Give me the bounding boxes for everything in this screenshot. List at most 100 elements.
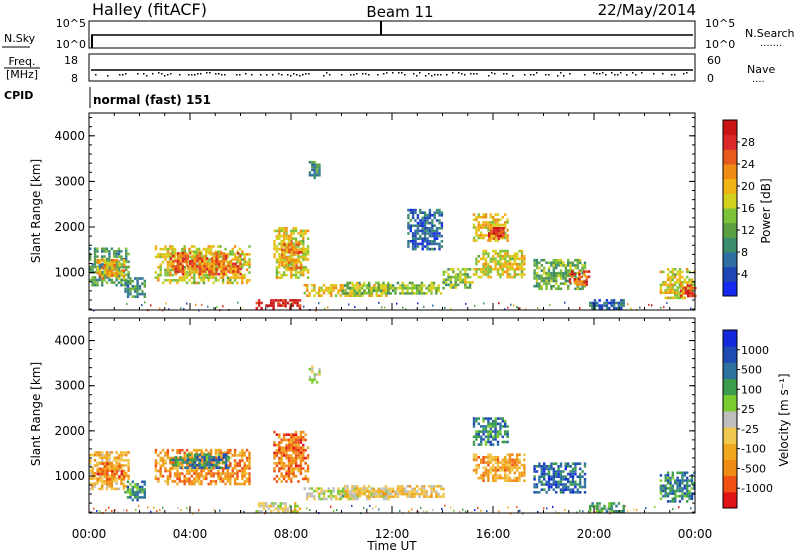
velocity-cell bbox=[489, 430, 492, 433]
power-cell bbox=[297, 240, 301, 244]
power-cell bbox=[222, 252, 225, 255]
power-cell bbox=[502, 229, 505, 233]
power-cell bbox=[416, 245, 420, 248]
power-cell bbox=[482, 257, 485, 261]
power-cell bbox=[275, 266, 279, 269]
velocity-cell bbox=[325, 497, 328, 501]
power-cell bbox=[185, 263, 189, 266]
velocity-cell bbox=[98, 474, 101, 478]
velocity-cell bbox=[596, 507, 599, 510]
velocity-cell bbox=[354, 497, 357, 501]
power-cell bbox=[419, 229, 422, 233]
velocity-cell bbox=[205, 461, 209, 464]
velocity-cell bbox=[224, 451, 227, 455]
nave-dot bbox=[272, 74, 274, 76]
power-cell bbox=[127, 265, 130, 269]
power-cell bbox=[91, 283, 94, 287]
power-cell bbox=[387, 292, 390, 295]
power-cell bbox=[501, 265, 504, 268]
velocity-cell bbox=[475, 432, 478, 436]
power-cell bbox=[346, 286, 349, 290]
power-cell bbox=[161, 247, 165, 251]
power-cell bbox=[418, 284, 421, 287]
power-cell bbox=[355, 284, 359, 287]
velocity-cell bbox=[233, 477, 237, 481]
velocity-cell bbox=[241, 451, 244, 455]
power-cell bbox=[394, 292, 397, 295]
velocity-cell bbox=[159, 508, 161, 511]
power-cell bbox=[205, 247, 208, 251]
power-cell bbox=[311, 160, 314, 164]
power-cell bbox=[497, 232, 500, 235]
power-cell bbox=[421, 229, 424, 233]
power-cell bbox=[547, 269, 551, 272]
power-cell bbox=[178, 279, 182, 282]
power-cell bbox=[233, 253, 237, 256]
power-cell bbox=[292, 253, 296, 257]
velocity-cell bbox=[486, 510, 488, 513]
velocity-cell bbox=[669, 487, 672, 490]
velocity-cell bbox=[287, 449, 291, 452]
velocity-cell bbox=[370, 487, 373, 491]
velocity-cell bbox=[154, 477, 158, 481]
velocity-cell bbox=[174, 458, 177, 462]
velocity-cell bbox=[494, 425, 497, 428]
power-cell bbox=[648, 303, 650, 306]
velocity-cell bbox=[243, 510, 245, 513]
velocity-cell bbox=[508, 469, 512, 472]
velocity-cell bbox=[287, 433, 291, 436]
power-cell bbox=[464, 281, 467, 284]
power-cell bbox=[480, 257, 483, 261]
velocity-cell bbox=[683, 484, 686, 488]
power-cell bbox=[421, 240, 424, 243]
power-cell bbox=[659, 291, 663, 294]
power-cell bbox=[535, 261, 539, 265]
velocity-cell bbox=[501, 425, 504, 428]
power-cell bbox=[346, 294, 350, 297]
power-cell bbox=[416, 216, 420, 220]
velocity-cell bbox=[294, 504, 297, 508]
velocity-cell bbox=[294, 454, 298, 457]
velocity-cell bbox=[215, 458, 218, 462]
velocity-cell bbox=[172, 458, 175, 462]
power-cell bbox=[169, 257, 173, 260]
power-cell bbox=[426, 216, 429, 220]
power-cell bbox=[414, 211, 417, 214]
velocity-cell bbox=[378, 508, 380, 511]
power-cell bbox=[508, 260, 512, 263]
power-cell bbox=[282, 260, 286, 264]
power-cell bbox=[117, 247, 121, 251]
velocity-cell bbox=[482, 471, 485, 475]
power-cell bbox=[533, 261, 536, 265]
velocity-cell bbox=[176, 472, 179, 475]
nave-dot bbox=[488, 75, 490, 77]
velocity-cell bbox=[492, 463, 495, 467]
velocity-cell bbox=[645, 507, 647, 510]
power-cell bbox=[459, 270, 462, 274]
power-cell bbox=[200, 250, 203, 253]
power-cell bbox=[285, 237, 288, 240]
power-cell bbox=[220, 267, 223, 271]
velocity-cell bbox=[330, 492, 333, 496]
velocity-cell bbox=[287, 462, 291, 465]
power-cell bbox=[101, 277, 104, 280]
velocity-cell bbox=[299, 436, 303, 439]
nave-dot bbox=[458, 72, 460, 74]
power-cell bbox=[189, 252, 192, 255]
power-cell bbox=[248, 271, 251, 274]
velocity-cell bbox=[105, 485, 109, 488]
nave-dot bbox=[617, 74, 619, 76]
velocity-cell bbox=[557, 483, 560, 486]
velocity-cell bbox=[367, 492, 371, 496]
power-cell bbox=[330, 286, 333, 290]
power-cell bbox=[227, 270, 230, 273]
power-cell bbox=[183, 276, 186, 279]
cpid-label: CPID bbox=[4, 89, 33, 102]
power-cell bbox=[280, 245, 283, 248]
station-title: Halley (fitACF) bbox=[92, 0, 207, 19]
power-cell bbox=[320, 289, 323, 292]
velocity-cell bbox=[297, 469, 300, 473]
velocity-cell bbox=[108, 462, 111, 465]
velocity-cell bbox=[282, 438, 286, 442]
power-cell bbox=[407, 240, 410, 243]
